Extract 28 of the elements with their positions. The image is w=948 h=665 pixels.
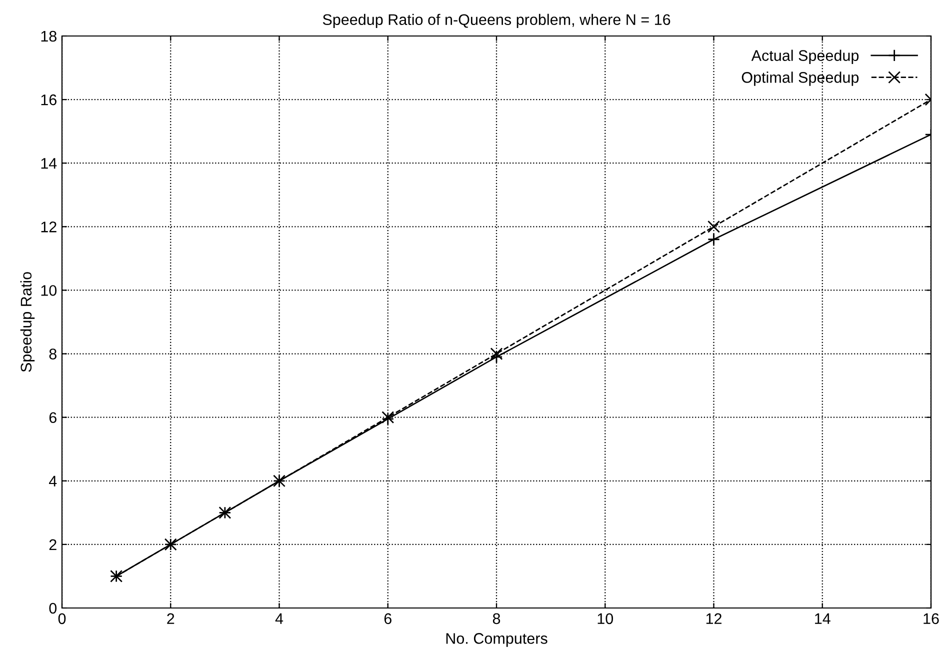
- y-tick-label: 2: [49, 539, 56, 550]
- x-tick-label: 12: [706, 613, 722, 624]
- y-tick-label: 0: [49, 602, 57, 614]
- y-tick-label: 12: [41, 222, 56, 232]
- y-tick-label: 8: [49, 348, 56, 360]
- x-tick-label: 8: [492, 613, 500, 624]
- legend-label: Actual Speedup: [751, 50, 859, 64]
- point: [708, 220, 720, 233]
- x-tick-label: 4: [275, 613, 284, 624]
- x-tick-label: 16: [924, 613, 939, 624]
- chart-title: Speedup Ratio of n-Queens problem, where N = 16: [322, 14, 670, 28]
- x-axis-title: No. Computers: [446, 633, 548, 647]
- x-tick-label: 6: [384, 613, 392, 624]
- y-tick-label: 18: [41, 30, 56, 42]
- y-tick-label: 6: [49, 412, 56, 424]
- point: [708, 233, 720, 246]
- y-tick-label: 16: [41, 94, 56, 106]
- y-tick-label: 4: [48, 476, 57, 486]
- y-tick-label: 10: [41, 285, 57, 296]
- point: [490, 348, 503, 360]
- x-tick-label: 2: [167, 613, 174, 624]
- x-tick-label: 10: [598, 613, 614, 624]
- x-tick-label: 0: [58, 613, 66, 624]
- legend-label: Optimal Speedup: [742, 72, 859, 86]
- y-tick-label: 14: [41, 158, 57, 169]
- point: [490, 350, 503, 364]
- y-axis-title: Speedup Ratio: [20, 272, 35, 372]
- x-tick-label: 14: [815, 613, 830, 624]
